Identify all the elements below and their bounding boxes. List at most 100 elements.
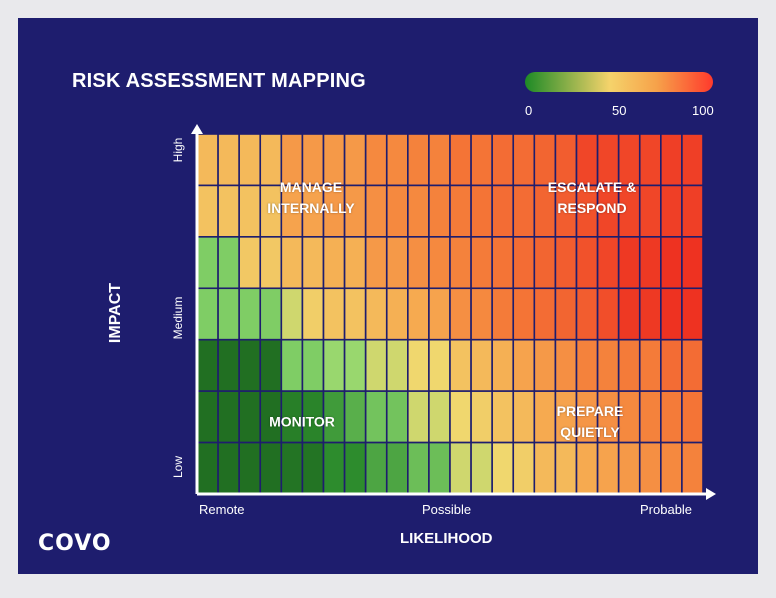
heatmap-cell [617,441,641,495]
heatmap-cell [554,338,578,392]
heatmap-cell [554,236,578,290]
heatmap-cell [364,184,388,238]
y-axis-title: IMPACT [107,282,124,344]
heatmap-cell [385,287,409,341]
heatmap-cell [533,236,557,290]
heatmap-cell [196,236,219,290]
heatmap-cell [364,338,388,392]
heatmap-cell [407,338,430,392]
heatmap-cell [617,338,641,392]
heatmap-cell [385,338,409,392]
heatmap-cell [660,441,683,495]
y-tick-medium: Medium [171,296,185,340]
heatmap-cell [322,287,346,341]
heatmap-cell [364,236,388,290]
heatmap-cell [343,338,367,392]
heatmap-cell [280,236,304,290]
scale-min-label: 0 [525,103,533,118]
heatmap-cell [533,338,557,392]
heatmap-cell [364,441,388,495]
heatmap-cell [660,390,683,444]
heatmap-cell [217,441,240,495]
heatmap-cell [428,390,451,444]
heatmap-cell [681,338,704,392]
heatmap-cell [428,441,451,495]
x-tick-possible: Possible [422,502,472,517]
heatmap-cell [575,287,599,341]
heatmap-cell [596,287,620,341]
heatmap-cell [491,441,515,495]
heatmap-cell [617,236,641,290]
heatmap-cell [238,338,262,392]
heatmap-cell [491,133,515,187]
quadrant-label-escalate: ESCALATE & RESPOND [547,179,637,216]
heatmap-cell [470,133,493,187]
heatmap-cell [660,133,683,187]
heatmap-cell [407,184,430,238]
heatmap-cell [259,236,283,290]
heatmap-cell [533,441,557,495]
heatmap-cell [617,287,641,341]
heatmap-cell [596,338,620,392]
heatmap-cell [638,390,662,444]
heatmap-cell [470,184,493,238]
heatmap-cell [681,287,704,341]
heatmap-cell [512,133,536,187]
heatmap-cell [533,287,557,341]
heatmap-cell [259,338,283,392]
heatmap-cell [575,236,599,290]
heatmap-cell [196,338,219,392]
y-tick-low: Low [171,455,185,479]
heatmap-cell [449,236,472,290]
brand-logo: COVO [38,531,112,556]
heatmap-cell [301,236,325,290]
heatmap-cell [491,287,515,341]
heatmap-cell [217,184,240,238]
heatmap-cell [470,287,493,341]
heatmap-cell [638,236,662,290]
quadrant-label-monitor: MONITOR [269,413,335,430]
scale-max-label: 100 [692,103,714,118]
x-axis-title: LIKELIHOOD [400,530,493,547]
heatmap-cell [660,287,683,341]
scale-mid-label: 50 [612,103,627,118]
heatmap-cell [364,133,388,187]
heatmap-cell [322,441,346,495]
quadrant-label-prepare: PREPARE QUIETLY [556,403,624,440]
y-axis-arrow [191,124,203,134]
heatmap-cell [385,236,409,290]
heatmap-cell [259,441,283,495]
heatmap-cell [638,287,662,341]
heatmap-cell [449,390,472,444]
heatmap-cell [322,236,346,290]
heatmap-cell [470,236,493,290]
heatmap-cell [449,441,472,495]
heatmap-cell [343,287,367,341]
heatmap-cell [407,390,430,444]
heatmap-cell [196,441,219,495]
heatmap-cell [470,441,493,495]
heatmap-cell [681,236,704,290]
heatmap-cell [385,184,409,238]
heatmap-cell [217,390,240,444]
heatmap-cell [238,287,262,341]
heatmap-cell [280,441,304,495]
heatmap-cell [217,287,240,341]
heatmap-cell [491,184,515,238]
heatmap-cell [301,441,325,495]
heatmap-cell [217,133,240,187]
heatmap-cell [385,390,409,444]
heatmap-cell [322,338,346,392]
page-title: RISK ASSESSMENT MAPPING [72,70,366,92]
heatmap-cell [638,338,662,392]
heatmap-cell [449,338,472,392]
heatmap-cell [575,441,599,495]
heatmap-cell [512,338,536,392]
heatmap-cell [238,236,262,290]
heatmap-cell [428,133,451,187]
heatmap-cell [491,236,515,290]
heatmap-cell [343,390,367,444]
heatmap-cell [470,338,493,392]
heatmap-cell [259,287,283,341]
